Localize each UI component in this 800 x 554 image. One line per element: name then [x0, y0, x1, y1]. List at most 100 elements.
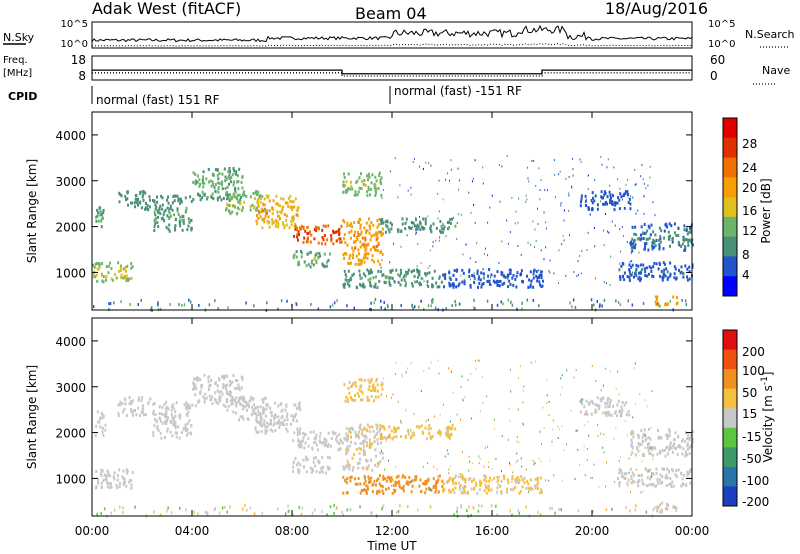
data-cell [261, 411, 264, 415]
data-cell [347, 465, 350, 469]
data-cell [262, 401, 265, 405]
data-cell [634, 225, 637, 229]
data-cell [243, 193, 246, 197]
data-cell [332, 231, 335, 235]
data-cell [448, 367, 450, 370]
noise-search-trace [91, 43, 693, 47]
data-cell [375, 187, 378, 191]
data-cell [643, 267, 646, 271]
data-cell [349, 431, 352, 435]
data-cell [545, 227, 547, 230]
data-cell [690, 434, 693, 438]
data-cell [97, 211, 100, 215]
data-cell [496, 270, 499, 274]
data-cell [638, 479, 641, 483]
data-cell [347, 187, 350, 191]
y-tick-label: 3000 [55, 175, 86, 189]
data-cell [633, 275, 635, 279]
data-cell [397, 509, 400, 513]
data-cell [478, 462, 480, 465]
data-cell [658, 245, 661, 249]
data-cell [98, 420, 100, 424]
data-cell [458, 188, 460, 191]
data-cell [212, 183, 214, 186]
data-cell [230, 382, 233, 385]
data-cell [575, 429, 577, 432]
data-cell [614, 224, 616, 227]
data-cell [381, 489, 384, 493]
data-cell [629, 207, 632, 211]
data-cell [125, 414, 128, 417]
data-cell [673, 446, 676, 450]
data-cell [413, 274, 416, 278]
data-cell [480, 271, 483, 275]
data-cell [630, 431, 632, 434]
data-cell [384, 281, 387, 285]
data-cell [296, 207, 299, 211]
data-cell [395, 435, 398, 439]
data-cell [424, 480, 427, 484]
data-cell [105, 278, 107, 282]
data-cell [236, 386, 239, 390]
data-cell [358, 176, 361, 180]
data-cell [230, 176, 233, 180]
data-cell [315, 261, 318, 265]
data-cell [431, 435, 434, 439]
data-cell [254, 426, 257, 430]
data-cell [142, 406, 145, 410]
data-cell [540, 249, 542, 252]
data-cell [459, 485, 461, 489]
data-cell [199, 194, 201, 198]
data-cell [206, 195, 209, 199]
data-cell [172, 403, 175, 407]
data-cell [371, 173, 374, 177]
data-cell [244, 405, 247, 409]
data-cell [133, 408, 136, 412]
data-cell [380, 222, 383, 225]
data-cell [441, 223, 444, 227]
data-cell [480, 285, 483, 289]
data-cell [231, 401, 234, 405]
data-cell [194, 383, 197, 386]
data-cell [435, 488, 438, 492]
data-cell [631, 249, 634, 253]
data-cell [442, 489, 445, 493]
data-cell [637, 277, 640, 281]
data-cell [645, 231, 647, 235]
data-cell [234, 387, 237, 390]
data-cell [482, 282, 485, 285]
data-cell [112, 475, 115, 479]
data-cell [529, 270, 532, 274]
data-cell [159, 212, 162, 216]
data-cell [358, 252, 360, 256]
data-cell [522, 401, 524, 404]
data-cell [418, 425, 421, 429]
data-cell [649, 233, 652, 237]
data-cell [125, 274, 128, 278]
data-cell [174, 224, 177, 228]
data-cell [353, 234, 356, 237]
data-cell [302, 458, 305, 462]
data-cell [630, 265, 633, 269]
data-cell [225, 193, 228, 197]
data-cell [655, 302, 658, 306]
data-cell [517, 221, 519, 224]
data-cell [448, 472, 450, 475]
data-cell [130, 402, 133, 405]
data-cell [418, 273, 421, 277]
data-cell [652, 454, 655, 458]
data-cell [223, 167, 226, 171]
data-cell [101, 262, 104, 266]
data-cell [232, 373, 235, 377]
data-cell [119, 402, 122, 406]
data-cell [168, 229, 171, 233]
data-cell [234, 188, 236, 192]
data-cell [603, 281, 605, 284]
data-cell [686, 447, 689, 451]
data-cell [99, 206, 102, 210]
data-cell [660, 508, 663, 512]
data-cell [522, 389, 524, 392]
data-cell [629, 509, 631, 513]
data-cell [457, 213, 459, 216]
data-cell [431, 283, 433, 287]
